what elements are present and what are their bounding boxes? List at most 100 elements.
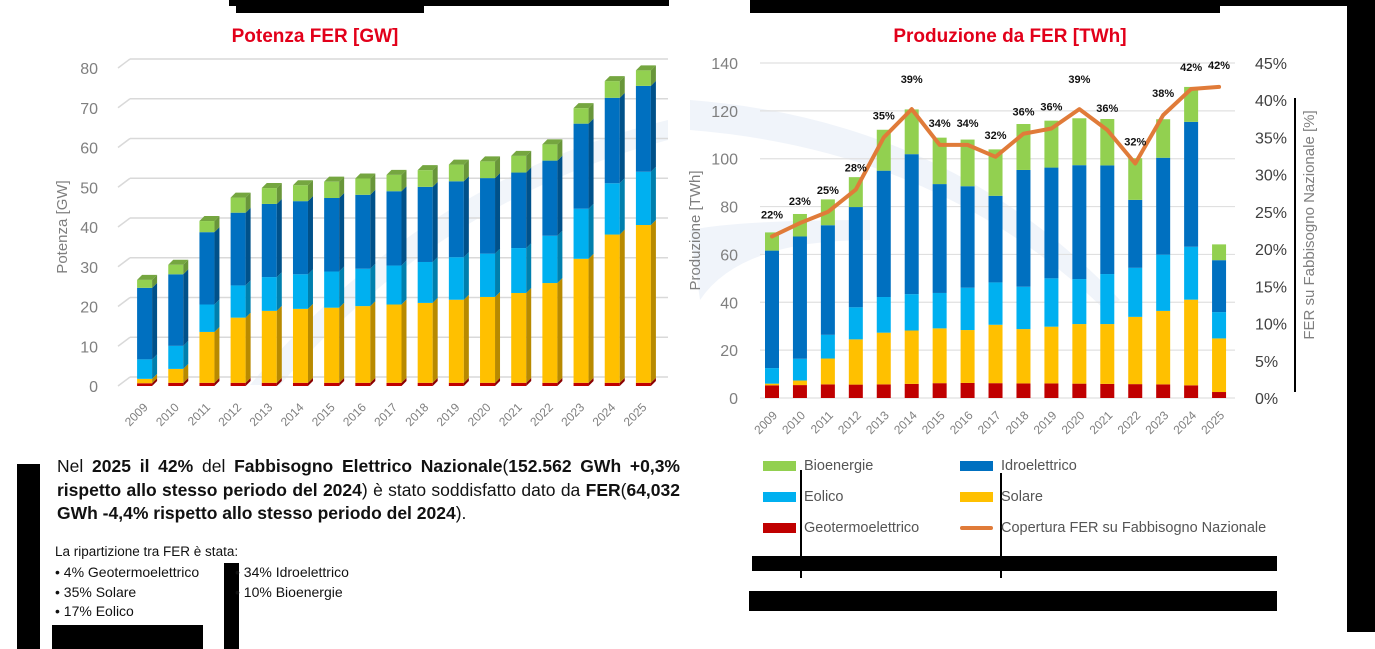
bar-side-geotermoelettrico: [588, 377, 594, 386]
y-tick-label: 60: [720, 247, 738, 264]
y-axis-label: Potenza [GW]: [54, 180, 71, 273]
bar-side-idroelettrico: [463, 176, 469, 258]
legend-line-swatch: [960, 526, 993, 530]
chart-title-produzione: Produzione da FER [TWh]: [893, 26, 1127, 47]
bar-segment-idroelettrico: [417, 186, 433, 262]
bar-side-solare: [495, 291, 501, 383]
bar-segment-bioenergie: [1072, 118, 1087, 166]
breakdown-item: 10% Bioenergie: [235, 583, 349, 603]
bar-segment-geotermoelettrico: [480, 382, 496, 386]
bar-segment-idroelettrico: [1100, 165, 1115, 275]
bar-segment-eolico: [480, 253, 496, 297]
bar-segment-eolico: [448, 257, 464, 300]
x-tick-label: 2022: [1115, 408, 1144, 437]
y2-tick-label: 30%: [1255, 168, 1287, 185]
legend-divider: [1000, 473, 1002, 578]
bar-segment-solare: [480, 296, 496, 383]
bar-segment-eolico: [573, 208, 589, 259]
bar-segment-eolico: [960, 287, 975, 331]
bar-side-eolico: [339, 266, 345, 308]
x-tick-label: 2009: [751, 408, 780, 437]
bar-segment-idroelettrico: [1016, 169, 1031, 287]
breakdown-intro: La ripartizione tra FER è stata:: [55, 544, 239, 559]
bar-segment-eolico: [292, 274, 308, 309]
bar-side-idroelettrico: [401, 186, 407, 266]
bar-segment-geotermoelettrico: [199, 382, 215, 386]
gridline-depth: [117, 137, 131, 149]
y2-axis-label: FER su Fabbisogno Nazionale [%]: [1301, 110, 1318, 339]
bar-segment-geotermoelettrico: [324, 382, 340, 386]
legend-swatch: [763, 492, 796, 502]
bar-segment-idroelettrico: [511, 172, 527, 249]
bar-top-bioenergie: [137, 274, 158, 280]
bar-side-idroelettrico: [370, 189, 376, 269]
bar-segment-geotermoelettrico: [1044, 383, 1059, 398]
bar-segment-solare: [511, 292, 527, 383]
y-tick-label: 80: [80, 61, 98, 78]
bar-side-solare: [401, 299, 407, 383]
coverage-data-label: 34%: [957, 118, 979, 130]
bar-segment-eolico: [324, 271, 340, 308]
watermark-swoosh: [250, 120, 668, 385]
bar-segment-eolico: [355, 268, 371, 307]
bar-side-geotermoelettrico: [619, 377, 625, 386]
x-tick-label: 2014: [891, 408, 920, 437]
bar-segment-eolico: [261, 277, 277, 311]
summary-text: del: [193, 456, 235, 476]
legend-label: Solare: [1001, 489, 1043, 505]
bar-segment-eolico: [1212, 312, 1227, 339]
bar-side-solare: [650, 220, 656, 383]
summary-highlight: FER: [585, 479, 621, 500]
bar-segment-eolico: [1128, 267, 1143, 317]
bar-segment-solare: [292, 308, 308, 383]
legend-label: Eolico: [804, 489, 844, 505]
bar-segment-bioenergie: [417, 170, 433, 187]
bar-segment-bioenergie: [230, 197, 246, 213]
bar-side-eolico: [214, 299, 220, 332]
bar-segment-idroelettrico: [386, 191, 402, 266]
bar-segment-solare: [635, 225, 651, 383]
redaction-bar: [1217, 0, 1347, 6]
bar-segment-idroelettrico: [820, 225, 835, 335]
bar-side-bioenergie: [245, 192, 251, 213]
bar-segment-solare: [199, 331, 215, 383]
coverage-data-label: 22%: [761, 209, 783, 221]
bar-segment-bioenergie: [1156, 119, 1171, 158]
coverage-data-label: 36%: [1012, 107, 1034, 119]
bar-side-geotermoelettrico: [370, 377, 376, 386]
gridline-depth: [117, 336, 131, 347]
bar-side-geotermoelettrico: [650, 377, 656, 386]
bar-segment-eolico: [1016, 286, 1031, 330]
summary-text: (: [620, 479, 627, 500]
bar-side-solare: [276, 305, 282, 383]
bar-segment-idroelettrico: [792, 236, 807, 359]
bar-segment-idroelettrico: [1128, 199, 1143, 268]
bar-side-idroelettrico: [650, 80, 656, 172]
bar-segment-idroelettrico: [542, 160, 558, 236]
bar-side-bioenergie: [557, 139, 563, 161]
bar-segment-bioenergie: [261, 188, 277, 204]
bar-segment-eolico: [848, 307, 863, 340]
bar-segment-eolico: [1184, 246, 1199, 300]
chart-legend: Bioenergie Idroelettrico Eolico Solare G…: [760, 458, 1280, 548]
redaction-bar: [749, 591, 1277, 611]
bar-segment-idroelettrico: [1044, 167, 1059, 279]
legend-swatch: [960, 492, 993, 502]
gridline-depth: [117, 217, 131, 228]
bar-segment-eolico: [1100, 274, 1115, 325]
bar-side-eolico: [619, 178, 625, 235]
legend-label: Geotermoelettrico: [804, 520, 920, 536]
bar-side-solare: [619, 229, 625, 383]
coverage-data-label: 25%: [817, 185, 839, 197]
bar-side-geotermoelettrico: [432, 377, 438, 386]
bar-segment-idroelettrico: [876, 170, 891, 298]
bar-segment-solare: [1044, 326, 1059, 384]
bar-segment-solare: [261, 310, 277, 383]
bar-segment-bioenergie: [355, 178, 371, 195]
bar-segment-geotermoelettrico: [1016, 383, 1031, 398]
bar-side-solare: [588, 253, 594, 383]
coverage-data-label: 28%: [845, 163, 867, 175]
bar-side-geotermoelettrico: [339, 377, 345, 386]
bar-segment-eolico: [417, 261, 433, 303]
bar-side-eolico: [276, 272, 282, 311]
